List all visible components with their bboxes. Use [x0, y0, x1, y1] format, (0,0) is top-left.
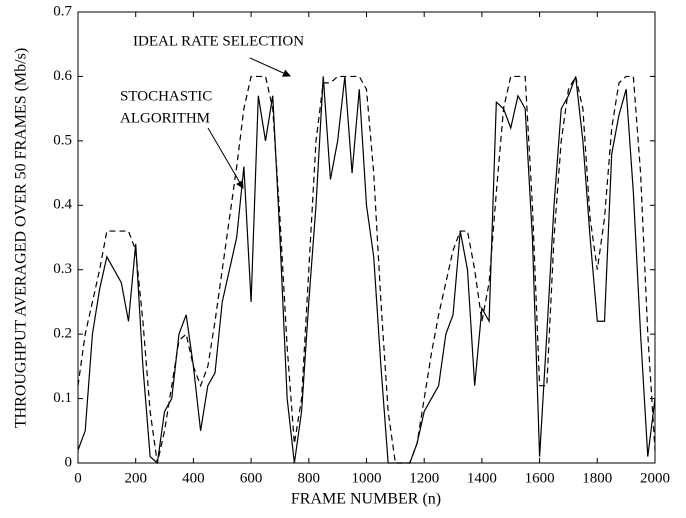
- annotation: STOCHASTIC: [120, 88, 212, 104]
- x-tick-label: 1600: [525, 470, 555, 486]
- x-tick-label: 600: [240, 470, 263, 486]
- x-tick-label: 1400: [467, 470, 497, 486]
- annotation: ALGORITHM: [120, 110, 210, 126]
- x-tick-label: 800: [298, 470, 321, 486]
- x-axis-title: FRAME NUMBER (n): [291, 491, 441, 508]
- y-tick-label: 0.1: [53, 390, 72, 406]
- y-tick-label: 0.5: [53, 132, 72, 148]
- x-tick-label: 0: [74, 470, 82, 486]
- annotation-arrow: [207, 127, 244, 189]
- y-tick-label: 0: [65, 454, 73, 470]
- annotation: IDEAL RATE SELECTION: [133, 33, 304, 49]
- x-tick-label: 1200: [409, 470, 439, 486]
- x-tick-label: 1800: [582, 470, 612, 486]
- x-tick-label: 1000: [352, 470, 382, 486]
- plot-frame: [77, 11, 656, 464]
- x-tick-label: 200: [124, 470, 147, 486]
- y-tick-label: 0.2: [53, 326, 72, 342]
- y-tick-label: 0.4: [53, 197, 72, 213]
- y-tick-label: 0.3: [53, 261, 72, 277]
- annotation-arrow: [249, 57, 291, 77]
- x-tick-label: 2000: [640, 470, 670, 486]
- x-tick-label: 400: [182, 470, 205, 486]
- y-axis-title: THROUGHPUT AVERAGED OVER 50 FRAMES (Mb/s…: [13, 48, 30, 428]
- series-line: [77, 74, 656, 464]
- series-line: [77, 76, 656, 465]
- y-tick-label: 0.7: [53, 3, 72, 19]
- y-tick-label: 0.6: [53, 68, 72, 84]
